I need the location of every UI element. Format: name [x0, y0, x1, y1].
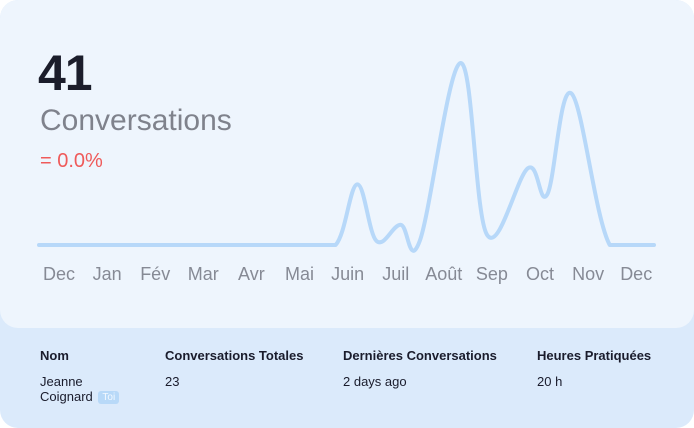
x-tick-label: Oct — [526, 264, 554, 284]
x-tick-label: Avr — [238, 264, 265, 284]
x-tick-label: Juil — [382, 264, 409, 284]
total-conversations-cell: 23 — [165, 374, 180, 389]
conversations-series-line — [37, 60, 656, 253]
chart-panel: 41 Conversations = 0.0% Dec Jan Fév Mar Avr M… — [0, 0, 694, 328]
header-hours-practiced: Heures Pratiquées — [537, 348, 652, 363]
header-name: Nom — [40, 348, 69, 363]
x-tick-label: Mar — [188, 264, 219, 284]
conversations-line-chart: Dec Jan Fév Mar Avr Mai Juin Juil Août Sep Oct Nov D… — [37, 60, 656, 284]
x-tick-label: Dec — [620, 264, 652, 284]
user-name-cell: Jeanne Coignard Toi — [40, 374, 140, 404]
x-tick-label: Août — [425, 264, 462, 284]
x-tick-label: Juin — [331, 264, 364, 284]
header-last-conversations: Dernières Conversations — [343, 348, 497, 363]
x-tick-label: Sep — [476, 264, 508, 284]
stats-table: Nom Conversations Totales Dernières Conv… — [0, 328, 694, 428]
x-tick-label: Mai — [285, 264, 314, 284]
total-conversations-value: 41 — [38, 45, 93, 101]
you-badge: Toi — [98, 391, 120, 404]
change-indicator: = 0.0% — [40, 150, 103, 172]
last-conversation-cell: 2 days ago — [343, 374, 407, 389]
metric-label: Conversations — [40, 104, 232, 137]
x-tick-label: Dec — [43, 264, 75, 284]
x-tick-label: Jan — [93, 264, 122, 284]
x-tick-label: Nov — [572, 264, 604, 284]
user-first-name: Jeanne — [40, 374, 83, 389]
hours-practiced-cell: 20 h — [537, 374, 563, 389]
x-tick-label: Fév — [140, 264, 170, 284]
header-total-conversations: Conversations Totales — [165, 348, 304, 363]
user-last-name: Coignard — [40, 389, 93, 404]
